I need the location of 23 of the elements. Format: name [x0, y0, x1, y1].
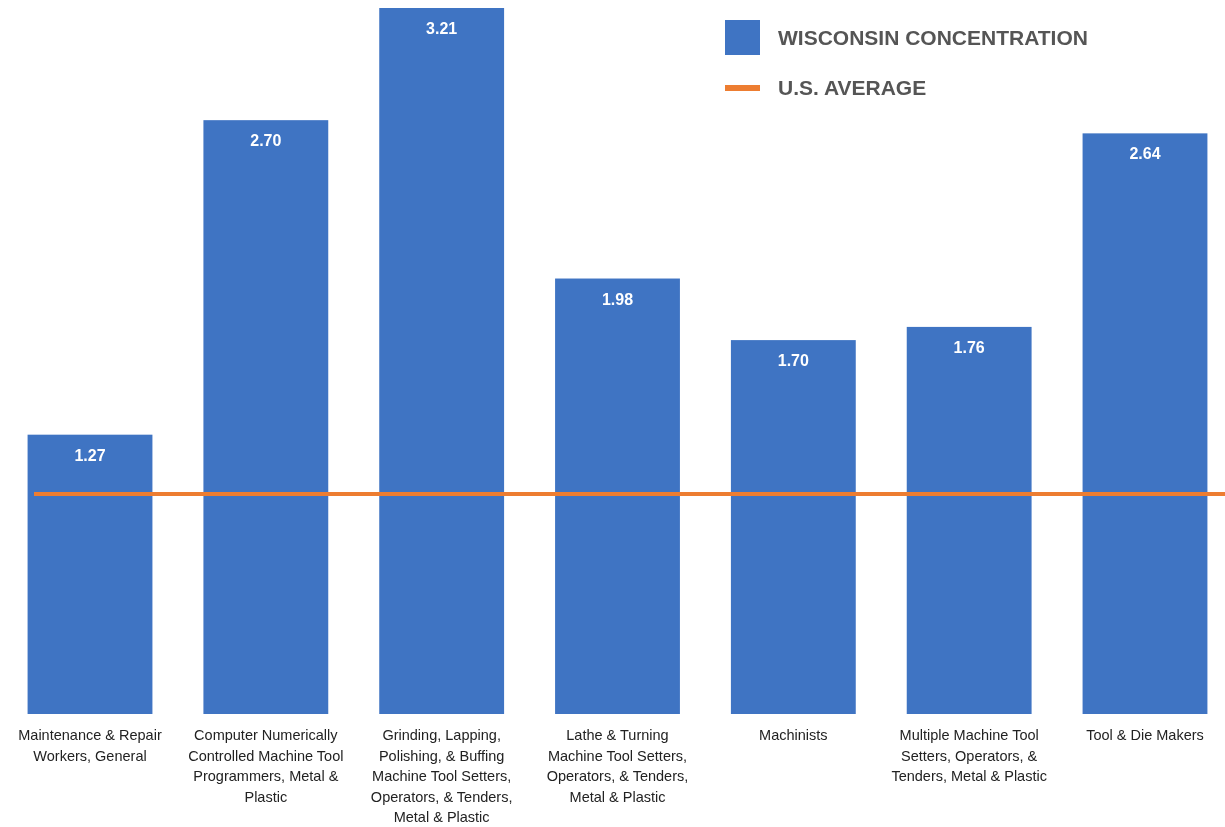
- x-tick-label: Lathe & Turning Machine Tool Setters, Operators, & Tenders, Metal & Plastic: [546, 727, 689, 805]
- bar: [1082, 133, 1208, 714]
- data-label: 1.98: [601, 290, 634, 308]
- bar: [27, 434, 153, 714]
- bar: [555, 278, 680, 714]
- bar: [906, 326, 1032, 714]
- data-label: 1.70: [777, 352, 809, 370]
- bar: [730, 340, 856, 714]
- x-tick-label: Computer Numerically Controlled Machine Tool Programmers, Metal & Plastic: [188, 727, 344, 805]
- data-label: 3.21: [426, 20, 458, 37]
- data-label: 1.27: [74, 446, 106, 464]
- x-tick-label: Maintenance & Repair Workers, General: [18, 727, 162, 764]
- data-label: 2.70: [250, 132, 282, 150]
- bar: [203, 120, 329, 714]
- data-label: 2.64: [1129, 145, 1161, 163]
- data-label: 1.76: [953, 338, 985, 356]
- x-tick-label: Grinding, Lapping, Polishing, & Buffing Machine Tool Setters, Operators, & Tenders, Metal & Plastic: [370, 727, 513, 825]
- bar: [379, 8, 505, 714]
- x-tick-label: Tool & Die Makers: [1086, 727, 1204, 743]
- x-tick-label: Multiple Machine Tool Setters, Operators, & Tenders, Metal & Plastic: [891, 727, 1047, 784]
- x-tick-label: Machinists: [759, 727, 828, 743]
- legend-label: WISCONSIN CONCENTRATION: [778, 26, 1088, 49]
- legend-label: U.S. AVERAGE: [778, 76, 927, 99]
